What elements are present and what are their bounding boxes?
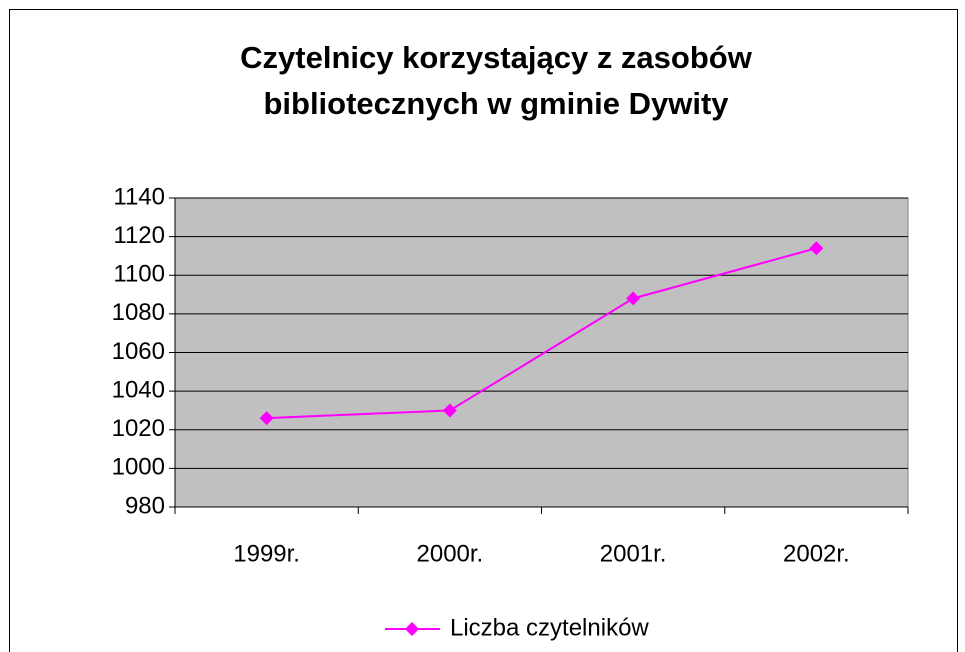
y-tick-label: 1100 [113,261,165,288]
chart-title: Czytelnicy korzystający z zasobów [240,40,753,75]
data-point [442,403,457,418]
y-tick-label: 1020 [112,415,165,442]
y-tick-label: 1040 [112,376,165,403]
y-tick-label: 1120 [113,222,165,249]
x-tick-label: 2001r. [600,540,667,567]
data-point [259,411,274,426]
series-line [266,247,817,420]
legend-marker [405,622,419,636]
y-tick-label: 980 [125,492,165,519]
chart-title: bibliotecznych w gminie Dywity [263,86,729,121]
x-tick-label: 2000r. [417,540,484,567]
y-tick-label: 1140 [113,183,165,210]
y-tick-label: 1080 [112,299,165,326]
data-point [809,241,824,256]
x-tick-label: 1999r. [233,540,300,567]
legend-label: Liczba czytelników [450,614,649,641]
y-tick-label: 1000 [112,454,165,481]
data-point [626,291,641,306]
y-tick-label: 1060 [112,338,165,365]
x-tick-label: 2002r. [783,540,850,567]
